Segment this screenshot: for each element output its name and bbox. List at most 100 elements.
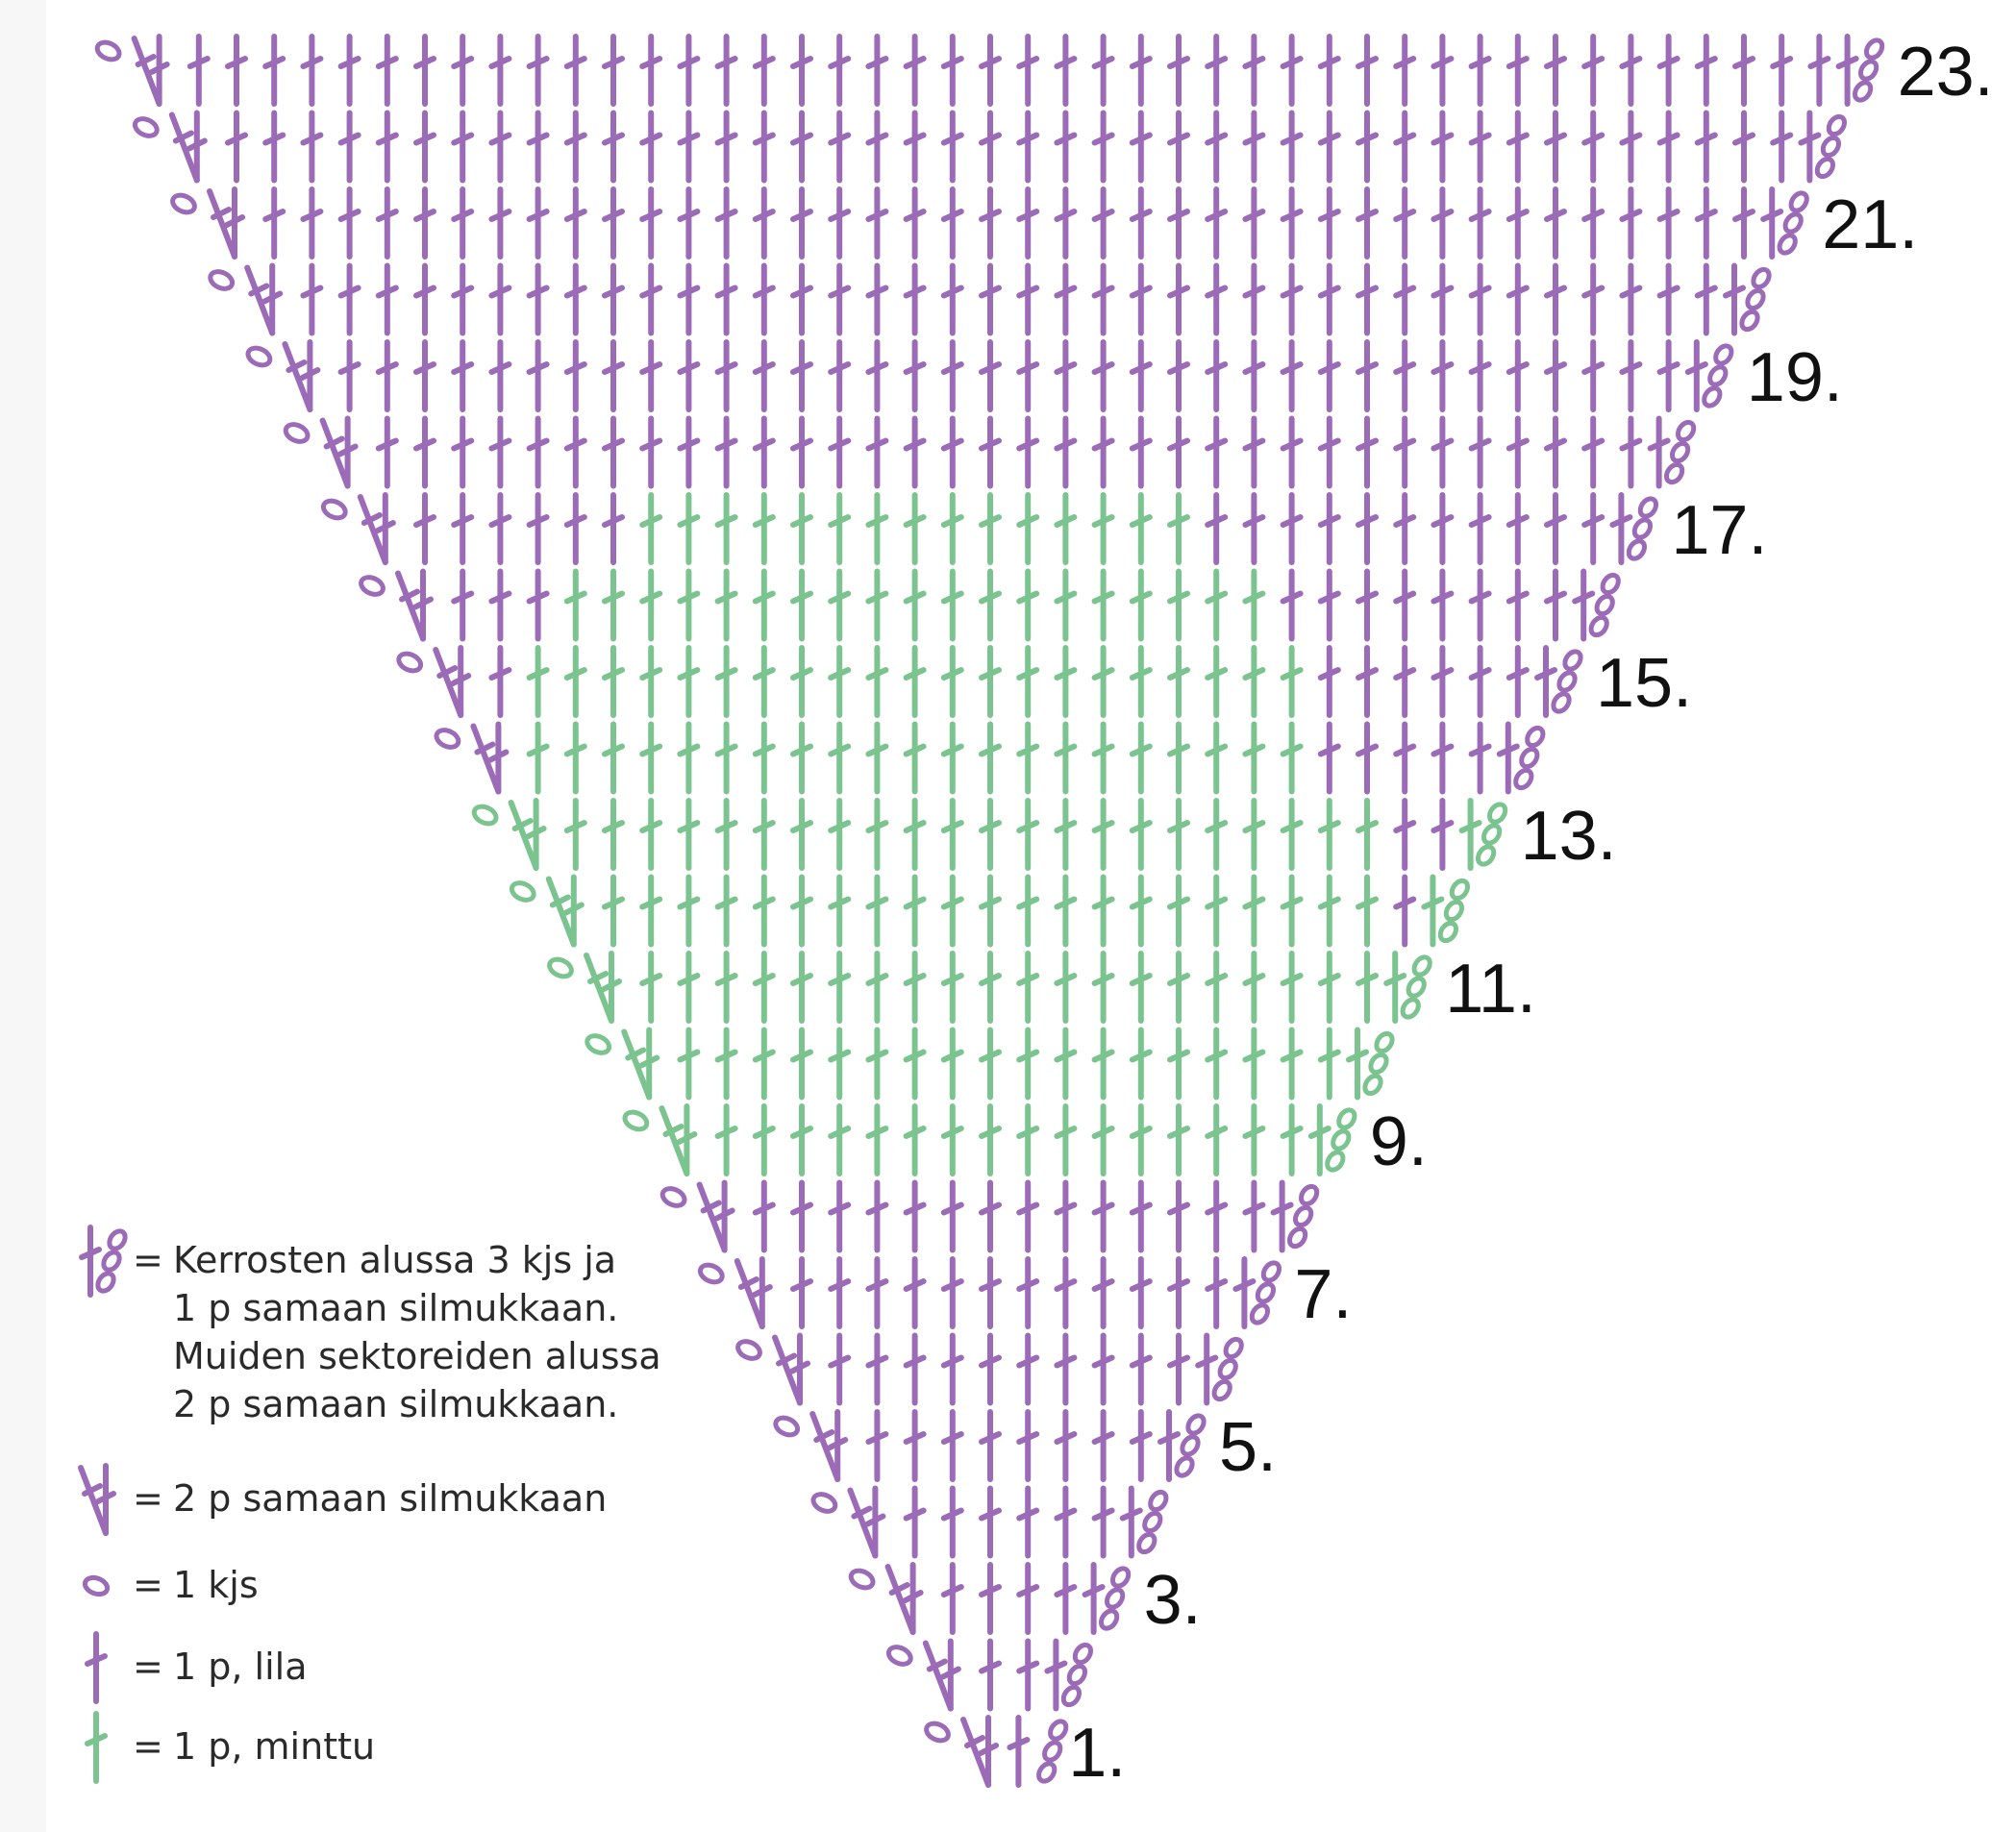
start-chain	[1534, 645, 1583, 718]
dc-stitch	[1656, 339, 1680, 412]
dc-stitch	[639, 262, 663, 336]
dc-stitch	[979, 721, 1002, 795]
dc-stitch	[1694, 186, 1718, 260]
dc-stitch	[337, 186, 361, 260]
dc-stitch	[1016, 1485, 1040, 1559]
dc-stitch	[375, 262, 399, 336]
dc-stitch	[1581, 415, 1605, 489]
dc-stitch	[940, 798, 964, 871]
increase-stitch	[244, 262, 284, 336]
start-chain	[1195, 1332, 1244, 1406]
dc-stitch	[639, 186, 663, 260]
dc-stitch	[752, 110, 776, 184]
dc-stitch	[1205, 415, 1229, 489]
dc-stitch	[1807, 34, 1831, 107]
dc-stitch	[1732, 34, 1755, 107]
dc-stitch	[828, 34, 852, 107]
dc-stitch	[903, 1179, 927, 1253]
start-chain-stack	[1437, 878, 1471, 944]
dc-stitch	[1468, 568, 1492, 642]
dc-stitch	[1016, 110, 1040, 184]
dc-stitch	[790, 874, 813, 948]
dc-stitch	[865, 1332, 889, 1406]
left-margin-strip	[0, 0, 46, 1832]
start-dc	[1195, 1332, 1219, 1406]
dc-stitch	[790, 951, 813, 1024]
increase-stitch	[734, 1256, 773, 1329]
dc-stitch	[1205, 721, 1229, 795]
dc-stitch	[979, 1256, 1002, 1329]
dc-stitch	[1091, 568, 1115, 642]
increase-stitch	[131, 34, 170, 107]
dc-stitch	[1205, 645, 1229, 718]
dc-stitch	[1544, 186, 1567, 260]
dc-stitch	[865, 874, 889, 948]
dc-stitch	[903, 568, 927, 642]
dc-stitch	[1054, 110, 1078, 184]
start-dc	[1307, 1103, 1332, 1176]
dc-stitch	[300, 262, 324, 336]
dc-stitch	[1242, 798, 1266, 871]
dc-stitch	[1544, 262, 1567, 336]
dc-stitch	[752, 492, 776, 565]
dc-stitch	[1242, 110, 1266, 184]
dc-stitch	[526, 262, 550, 336]
start-chain-stack	[1588, 572, 1621, 638]
increase-stitch	[659, 1103, 698, 1176]
dc-stitch	[903, 1332, 927, 1406]
dc-stitch	[451, 34, 475, 107]
legend-start-chain-icon	[95, 1228, 128, 1294]
dc-stitch	[714, 874, 738, 948]
dc-stitch	[714, 492, 738, 565]
dc-stitch	[790, 34, 813, 107]
start-chain-stack	[1174, 1413, 1207, 1478]
dc-stitch	[1280, 951, 1304, 1024]
dc-stitch	[602, 874, 625, 948]
dc-stitch	[1431, 262, 1455, 336]
start-dc	[1082, 1562, 1106, 1635]
dc-stitch	[1544, 339, 1567, 412]
start-chain	[1760, 186, 1809, 260]
dc-stitch	[752, 568, 776, 642]
legend: = Kerrosten alussa 3 kjs ja1 p samaan sil…	[78, 1225, 661, 1784]
legend-equals: =	[133, 1564, 163, 1606]
row-10	[585, 1027, 1395, 1101]
dc-stitch	[1129, 415, 1153, 489]
dc-stitch	[563, 568, 587, 642]
dc-stitch	[563, 415, 587, 489]
dc-stitch	[1054, 1256, 1078, 1329]
dc-stitch	[1393, 874, 1417, 948]
dc-stitch	[865, 110, 889, 184]
dc-stitch	[940, 1179, 964, 1253]
chain-stitch	[132, 116, 160, 138]
dc-stitch	[1619, 339, 1643, 412]
dc-stitch	[1393, 186, 1417, 260]
increase-stitch	[809, 1409, 849, 1482]
increase-stitch	[357, 492, 396, 565]
dc-stitch	[865, 798, 889, 871]
row-8	[660, 1179, 1320, 1253]
dc-stitch	[1356, 645, 1379, 718]
dc-stitch	[1280, 721, 1304, 795]
dc-stitch	[337, 110, 361, 184]
dc-stitch	[1129, 186, 1153, 260]
increase-stitch	[884, 1562, 924, 1635]
dc-stitch	[903, 1256, 927, 1329]
dc-stitch	[714, 721, 738, 795]
dc-stitch	[488, 34, 512, 107]
dc-stitch	[451, 262, 475, 336]
dc-stitch	[677, 339, 701, 412]
dc-stitch	[300, 186, 324, 260]
dc-stitch	[1091, 798, 1115, 871]
dc-stitch	[979, 951, 1002, 1024]
dc-stitch	[1581, 186, 1605, 260]
dc-stitch	[1167, 1179, 1190, 1253]
dc-stitch	[375, 186, 399, 260]
dc-stitch	[1205, 1027, 1229, 1101]
start-chain-stack	[1814, 113, 1848, 180]
dc-stitch	[262, 110, 286, 184]
dc-stitch	[602, 645, 625, 718]
dc-stitch	[940, 874, 964, 948]
dc-stitch	[752, 645, 776, 718]
dc-stitch	[1091, 1179, 1115, 1253]
